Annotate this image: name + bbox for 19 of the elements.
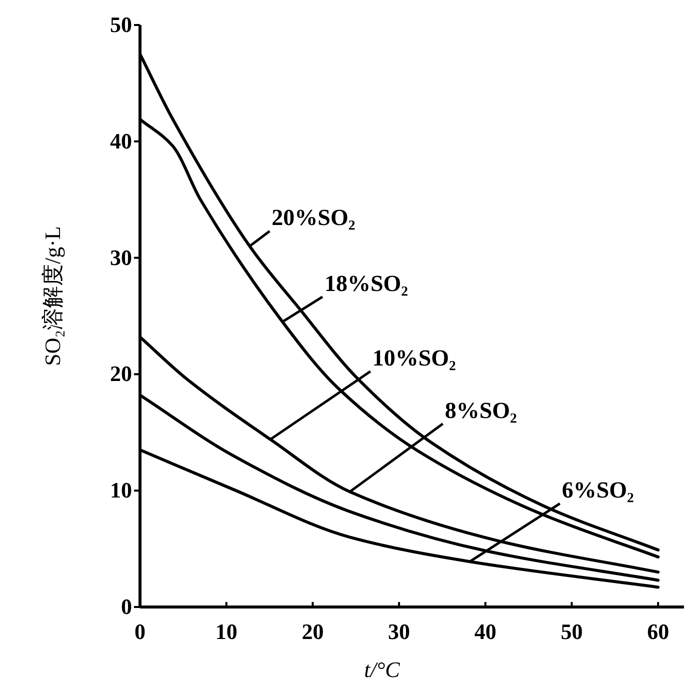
annotation: 6%SO₂ bbox=[562, 478, 634, 503]
annotation: 18%SO₂ bbox=[324, 270, 408, 296]
x-tick-label: 20 bbox=[302, 619, 324, 644]
y-tick-label: 20 bbox=[110, 361, 132, 386]
y-tick-label: 50 bbox=[110, 12, 132, 37]
x-tick-label: 30 bbox=[388, 619, 410, 644]
y-tick-label: 0 bbox=[121, 594, 132, 619]
annotation: 8%SO₂ bbox=[444, 398, 518, 423]
y-tick-label: 40 bbox=[110, 128, 132, 154]
x-tick-label: 40 bbox=[474, 619, 496, 644]
y-tick-label: 10 bbox=[110, 478, 132, 503]
x-axis-title: t/°C bbox=[364, 657, 400, 682]
x-tick-label: 60 bbox=[647, 619, 670, 644]
annotation: 10%SO₂ bbox=[372, 345, 456, 370]
y-tick-label: 30 bbox=[110, 244, 132, 270]
y-axis-title: SO₂溶解度/g·L bbox=[40, 226, 65, 366]
x-tick-label: 10 bbox=[215, 619, 238, 644]
annotation: 20%SO₂ bbox=[272, 205, 356, 230]
x-tick-label: 50 bbox=[560, 619, 583, 644]
